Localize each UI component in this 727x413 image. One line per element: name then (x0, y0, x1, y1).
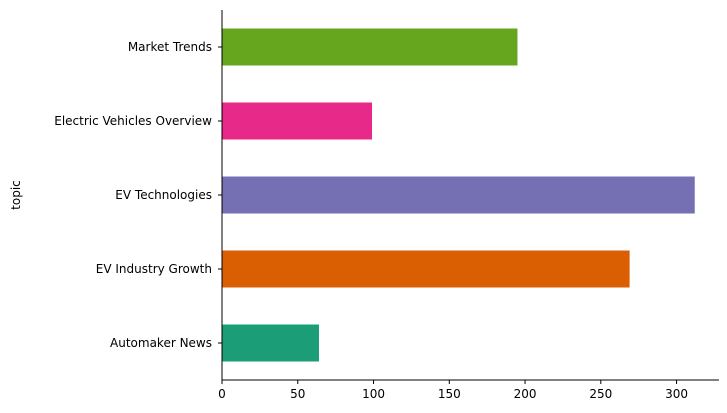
y-tick-label: Automaker News (110, 336, 212, 350)
x-tick-label: 250 (589, 387, 612, 401)
bars-group (222, 28, 695, 362)
y-tick-label: EV Technologies (115, 188, 212, 202)
x-tick-label: 50 (290, 387, 305, 401)
y-tick-label: EV Industry Growth (96, 262, 212, 276)
x-tick-label: 300 (665, 387, 688, 401)
x-tick-label: 200 (514, 387, 537, 401)
x-tick-label: 150 (438, 387, 461, 401)
y-axis-title: topic (9, 180, 23, 210)
x-axis-ticks: 0 50 100 150 200 250 300 (218, 380, 688, 401)
y-axis-ticks: Automaker News EV Industry Growth EV Techn… (54, 40, 222, 350)
bar-ev-industry-growth (222, 250, 630, 288)
bar-ev-technologies (222, 176, 695, 214)
y-tick-label: Electric Vehicles Overview (54, 114, 212, 128)
y-tick-label: Market Trends (128, 40, 212, 54)
x-tick-label: 100 (362, 387, 385, 401)
bar-automaker-news (222, 324, 319, 362)
bar-market-trends (222, 28, 518, 66)
bar-electric-vehicles-overview (222, 102, 373, 140)
x-tick-label: 0 (218, 387, 226, 401)
